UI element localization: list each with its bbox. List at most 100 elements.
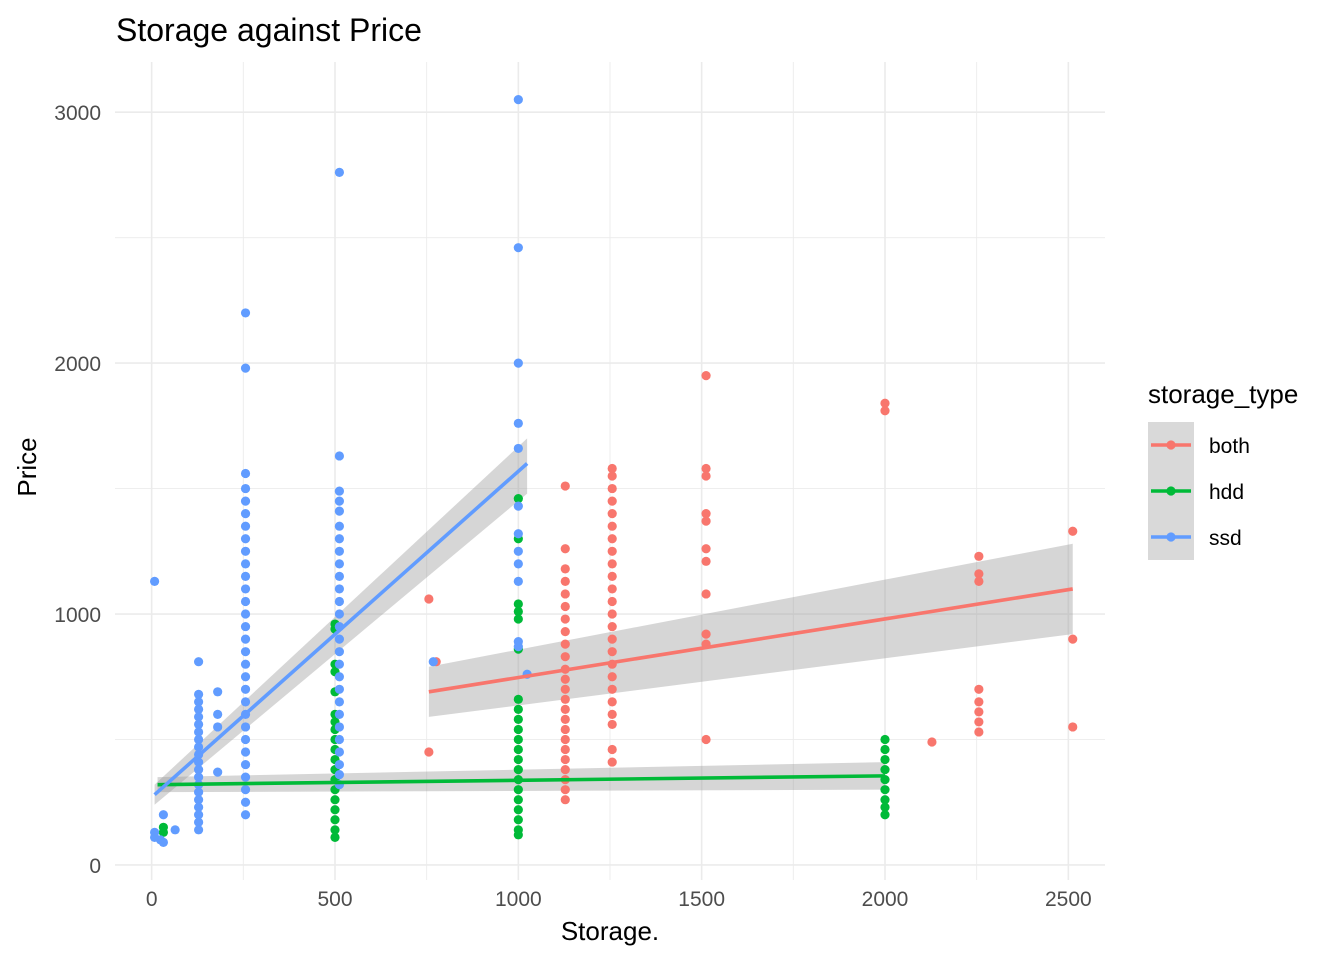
data-point-hdd	[330, 832, 340, 842]
data-point-both	[607, 571, 617, 581]
data-point-hdd	[880, 744, 890, 755]
data-point-ssd	[194, 787, 204, 797]
data-point-ssd	[194, 734, 204, 745]
data-point-hdd	[513, 599, 523, 609]
data-point-both	[880, 406, 890, 416]
data-point-both	[607, 672, 617, 682]
data-point-hdd	[513, 744, 523, 755]
data-point-ssd	[334, 521, 344, 531]
data-point-ssd	[240, 672, 251, 682]
data-point-ssd	[240, 496, 251, 506]
x-axis-ticks: 0 500 1000 1500 2000 2500	[146, 888, 1092, 911]
data-point-hdd	[880, 764, 890, 775]
data-point-ssd	[240, 534, 251, 544]
data-point-ssd	[240, 468, 251, 479]
data-point-hdd	[880, 754, 890, 765]
data-point-ssd	[240, 634, 251, 644]
data-point-hdd	[513, 714, 523, 725]
data-point-both	[560, 785, 570, 795]
y-tick-label: 2000	[54, 353, 101, 376]
data-point-hdd	[513, 805, 523, 815]
data-point-ssd	[240, 483, 251, 494]
data-point-both	[560, 481, 570, 491]
data-point-ssd	[240, 747, 251, 757]
data-point-ssd	[240, 308, 251, 318]
data-point-both	[560, 601, 570, 612]
data-point-hdd	[513, 694, 523, 704]
data-point-hdd	[513, 785, 523, 795]
x-tick-label: 2500	[1045, 888, 1092, 911]
y-axis-ticks: 0 1000 2000 3000	[54, 102, 101, 878]
data-point-both	[701, 556, 711, 566]
data-point-both	[701, 516, 711, 526]
data-point-ssd	[240, 797, 251, 807]
data-point-ssd	[213, 687, 223, 697]
data-point-both	[1068, 634, 1078, 644]
data-point-both	[701, 629, 711, 639]
data-point-ssd	[334, 506, 344, 516]
trend-lines	[153, 462, 1074, 797]
data-point-ssd	[334, 546, 344, 556]
data-point-both	[424, 594, 434, 604]
data-point-both	[560, 744, 570, 755]
data-point-ssd	[334, 609, 344, 619]
data-point-both	[701, 371, 711, 381]
data-point-ssd	[334, 486, 344, 496]
data-point-ssd	[513, 576, 523, 587]
data-point-ssd	[513, 529, 523, 539]
legend: storage_type both hdd ssd	[1148, 379, 1298, 560]
data-point-ssd	[334, 759, 344, 770]
data-point-both	[560, 652, 570, 662]
data-point-both	[974, 684, 984, 694]
data-point-hdd	[880, 795, 890, 805]
data-point-both	[560, 614, 570, 624]
data-point-hdd	[880, 785, 890, 795]
data-point-both	[607, 496, 617, 506]
data-point-ssd	[240, 609, 251, 619]
data-point-ssd	[194, 719, 204, 730]
data-point-ssd	[334, 672, 344, 682]
data-point-both	[560, 754, 570, 765]
data-point-ssd	[334, 534, 344, 544]
data-point-both	[974, 551, 984, 561]
confidence-band-both	[428, 543, 1073, 717]
data-point-ssd	[513, 358, 523, 368]
data-point-both	[974, 697, 984, 707]
data-point-ssd	[334, 709, 344, 719]
data-point-hdd	[513, 764, 523, 775]
data-point-ssd	[513, 443, 523, 454]
data-point-hdd	[513, 795, 523, 805]
x-tick-label: 0	[146, 888, 158, 911]
data-point-ssd	[240, 759, 251, 770]
data-point-both	[607, 534, 617, 544]
data-point-both	[560, 734, 570, 745]
data-point-ssd	[334, 634, 344, 644]
data-point-ssd	[334, 559, 344, 569]
data-point-ssd	[240, 559, 251, 569]
data-point-ssd	[194, 772, 204, 782]
data-point-ssd	[334, 747, 344, 757]
x-axis-title: Storage.	[561, 916, 659, 946]
data-point-ssd	[334, 684, 344, 694]
data-point-ssd	[334, 596, 344, 607]
data-point-ssd	[334, 451, 344, 461]
data-point-ssd	[334, 734, 344, 745]
data-point-both	[701, 509, 711, 519]
data-point-both	[607, 471, 617, 481]
data-point-ssd	[428, 657, 438, 667]
data-point-hdd	[513, 734, 523, 745]
data-point-both	[607, 621, 617, 632]
data-point-ssd	[240, 785, 251, 795]
x-tick-label: 500	[317, 888, 352, 911]
data-point-both	[701, 589, 711, 599]
data-point-both	[607, 546, 617, 556]
data-point-both	[560, 724, 570, 735]
data-point-both	[560, 694, 570, 704]
data-point-ssd	[240, 621, 251, 632]
data-point-ssd	[334, 167, 344, 178]
data-point-both	[560, 589, 570, 599]
data-point-ssd	[194, 802, 204, 812]
data-point-hdd	[513, 494, 523, 504]
data-point-ssd	[213, 767, 223, 777]
